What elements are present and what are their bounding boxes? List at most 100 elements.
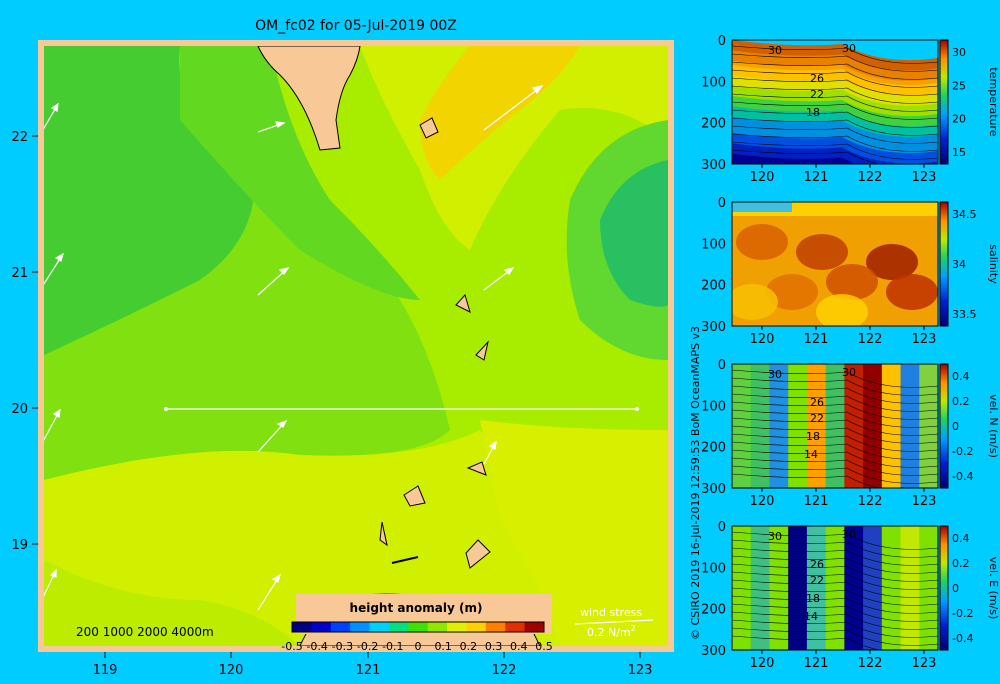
contour-label: 30 bbox=[768, 530, 782, 543]
colorbar-ticks: -0.5 -0.4 -0.3 -0.2 -0.1 0 0.1 0.2 0.3 0.4 0.5 bbox=[281, 640, 552, 653]
section-ytick-label: 100 bbox=[701, 399, 726, 414]
colorbar-swatch bbox=[524, 622, 545, 632]
section-colorbar-tick: 30 bbox=[952, 46, 966, 59]
section-xtick-label: 120 bbox=[750, 656, 775, 671]
section-ytick-label: 100 bbox=[701, 237, 726, 252]
section-ytick-label: 300 bbox=[701, 644, 726, 659]
contour-label: 18 bbox=[806, 430, 820, 443]
colorbar-swatches bbox=[291, 621, 545, 633]
section-variable-label: vel. N (m/s) bbox=[987, 394, 1000, 458]
section-xtick-label: 123 bbox=[912, 494, 937, 509]
colorbar-tick-label: 0.5 bbox=[535, 640, 553, 653]
colorbar-tick-label: -0.3 bbox=[332, 640, 353, 653]
section-xtick-label: 121 bbox=[804, 656, 829, 671]
colorbar-swatch bbox=[330, 622, 351, 632]
transect-start-marker bbox=[164, 407, 168, 411]
section-colorbar-tick: 34 bbox=[952, 258, 966, 271]
colorbar-swatch bbox=[427, 622, 448, 632]
section-ytick-label: 200 bbox=[701, 441, 726, 456]
section-xtick-label: 122 bbox=[858, 656, 883, 671]
contour-label: 30 bbox=[842, 42, 856, 55]
section-colorbar-tick: 0.2 bbox=[952, 395, 970, 408]
contour-label: 30 bbox=[768, 368, 782, 381]
section-colorbar-tick: 33.5 bbox=[952, 308, 977, 321]
section-ytick-label: 0 bbox=[718, 358, 726, 373]
section-colorbar bbox=[940, 526, 948, 650]
island-8 bbox=[391, 556, 419, 564]
colorbar-tick-label: 0.2 bbox=[460, 640, 478, 653]
island-4 bbox=[466, 461, 487, 476]
section-xtick-label: 123 bbox=[912, 656, 937, 671]
wind-stress-scale-arrow bbox=[574, 619, 654, 625]
section-ytick-label: 0 bbox=[718, 520, 726, 535]
section-xtick-label: 123 bbox=[912, 170, 937, 185]
contour-label: 30 bbox=[768, 44, 782, 57]
section-xtick-label: 123 bbox=[912, 332, 937, 347]
colorbar-swatch bbox=[485, 622, 506, 632]
island-7 bbox=[465, 539, 491, 569]
section-ytick-label: 300 bbox=[701, 158, 726, 173]
contour-label: 26 bbox=[810, 72, 824, 85]
contour-label: 14 bbox=[804, 610, 818, 623]
section-ytick-label: 100 bbox=[701, 75, 726, 90]
section-xtick-label: 120 bbox=[750, 494, 775, 509]
map-panel: 200 1000 2000 4000m 119 120 121 122 12319202… bbox=[11, 40, 674, 678]
colorbar-swatch bbox=[505, 622, 526, 632]
field-band-lightgreen-mid bbox=[44, 560, 300, 646]
section-ytick-label: 0 bbox=[718, 196, 726, 211]
map-xtick-label: 122 bbox=[492, 663, 517, 678]
section-colorbar bbox=[940, 40, 948, 164]
height-anomaly-colorbar: height anomaly (m) -0.5 -0.4 -0.3 -0.2 -0.1 0… bbox=[281, 594, 553, 653]
section-field bbox=[732, 202, 938, 326]
colorbar-swatch bbox=[447, 622, 467, 632]
map-xtick-label: 123 bbox=[628, 663, 653, 678]
colorbar-tick-label: 0.1 bbox=[434, 640, 452, 653]
section-panel-ve: 30 30 26 22 18 14 0 100 200 300 120 121 122 123 0.4 0.2… bbox=[701, 520, 1000, 671]
section-colorbar-tick: 25 bbox=[952, 79, 966, 92]
section-ytick-label: 300 bbox=[701, 320, 726, 335]
figure-title: OM_fc02 for 05-Jul-2019 00Z bbox=[255, 18, 457, 34]
section-xtick-label: 121 bbox=[804, 170, 829, 185]
colorbar-swatch bbox=[466, 622, 487, 632]
section-ytick-label: 200 bbox=[701, 279, 726, 294]
colorbar-tick-label: -0.5 bbox=[281, 640, 302, 653]
colorbar-title: height anomaly (m) bbox=[350, 601, 483, 615]
colorbar-swatch bbox=[311, 622, 332, 632]
map-ytick-label: 20 bbox=[11, 402, 28, 417]
section-panel-sal: 0 100 200 300 120 121 122 123 34.5 34 33.5 salinity bbox=[701, 196, 1000, 347]
section-xtick-label: 122 bbox=[858, 170, 883, 185]
contour-label: 30 bbox=[842, 528, 856, 541]
map-xtick-label: 120 bbox=[219, 663, 244, 678]
colorbar-tick-label: -0.4 bbox=[306, 640, 327, 653]
section-variable-label: temperature bbox=[987, 67, 1000, 136]
section-ytick-label: 200 bbox=[701, 603, 726, 618]
section-colorbar-tick: 0 bbox=[952, 420, 959, 433]
depth-contour-legend: 200 1000 2000 4000m bbox=[76, 625, 214, 639]
section-colorbar-tick: 0 bbox=[952, 582, 959, 595]
colorbar-tick-label: -0.1 bbox=[382, 640, 403, 653]
section-field bbox=[732, 526, 938, 650]
section-colorbar-tick: -0.4 bbox=[952, 632, 973, 645]
section-colorbar bbox=[940, 364, 948, 488]
island-5 bbox=[403, 485, 426, 507]
field-min-east bbox=[600, 160, 668, 307]
wind-stress-scale: 0.2 N/m bbox=[587, 626, 631, 639]
map-xtick-label: 119 bbox=[93, 663, 118, 678]
section-xtick-label: 121 bbox=[804, 494, 829, 509]
contour-label: 22 bbox=[810, 574, 824, 587]
colorbar-tick-label: -0.2 bbox=[357, 640, 378, 653]
section-panel-temp: 30 30 26 22 18 0 100 200 300 120 121 122 123 30 25 20 15… bbox=[701, 34, 1000, 185]
contour-label: 26 bbox=[810, 396, 824, 409]
map-xtick-label: 121 bbox=[356, 663, 381, 678]
map-ytick-label: 19 bbox=[11, 538, 28, 553]
colorbar-swatch bbox=[408, 622, 429, 632]
section-ytick-label: 200 bbox=[701, 117, 726, 132]
section-field bbox=[732, 40, 938, 164]
height-anomaly-field bbox=[44, 46, 668, 646]
section-xtick-label: 121 bbox=[804, 332, 829, 347]
colorbar-swatch bbox=[350, 622, 371, 632]
field-band-yellow-southeast bbox=[480, 420, 668, 646]
